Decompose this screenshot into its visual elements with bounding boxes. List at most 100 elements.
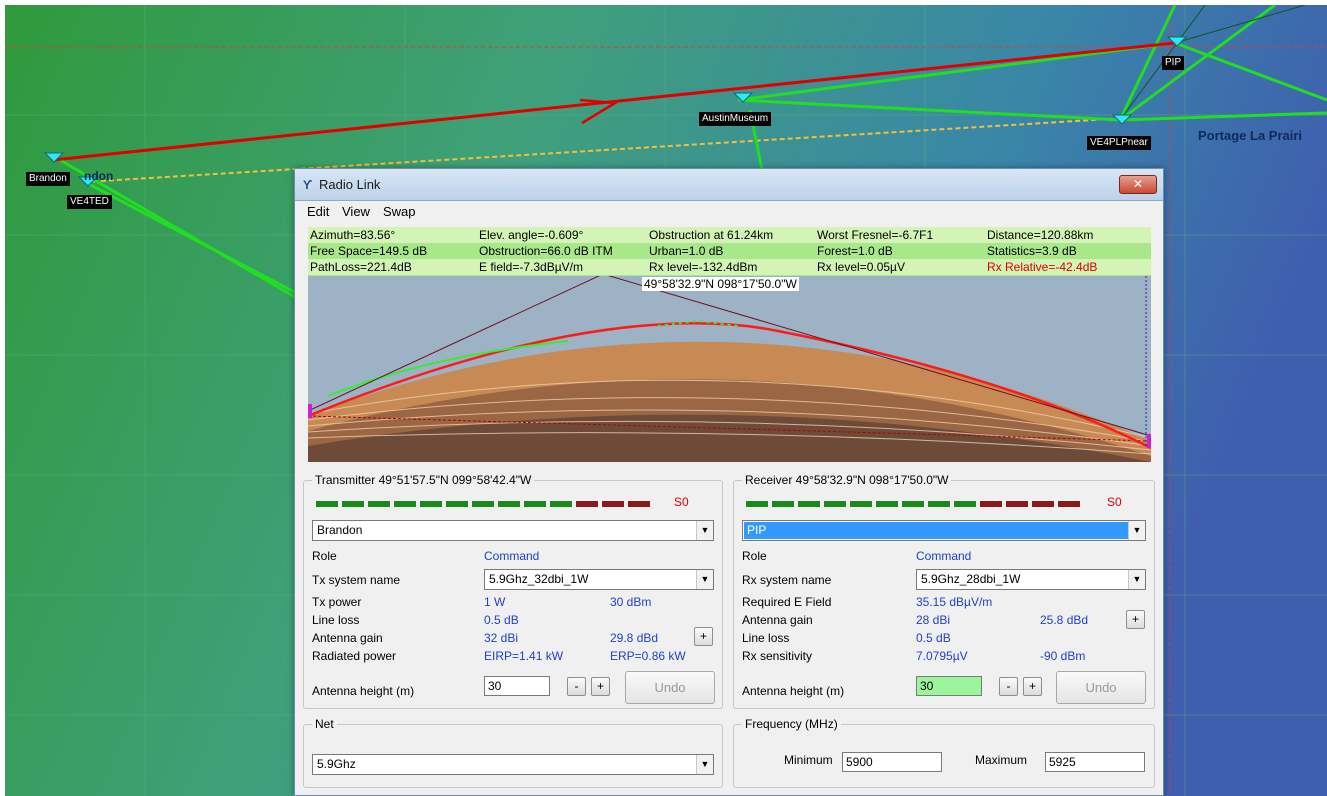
radio-link-icon: ϒ bbox=[303, 178, 313, 192]
tx-power-dbm: 30 dBm bbox=[610, 595, 652, 609]
distance: Distance=120.88km bbox=[987, 228, 1094, 242]
elev-angle: Elev. angle=-0.609° bbox=[479, 228, 584, 242]
tx-power-label: Tx power bbox=[312, 595, 362, 609]
peak-coordinate: 49°58'32.9"N 098°17'50.0"W bbox=[642, 277, 799, 291]
rx-level-dbm: Rx level=-132.4dBm bbox=[649, 260, 758, 274]
tx-signal-meter bbox=[316, 501, 650, 507]
tx-s-level: S0 bbox=[674, 495, 689, 509]
frequency-max-input[interactable]: 5925 bbox=[1045, 752, 1145, 772]
chevron-down-icon: ▼ bbox=[1128, 521, 1145, 540]
tx-radiated-label: Radiated power bbox=[312, 649, 397, 663]
rx-role-label: Role bbox=[742, 549, 767, 563]
rx-efield-value: 35.15 dBµV/m bbox=[916, 595, 993, 609]
ve4ted-label: VE4TED bbox=[67, 195, 112, 209]
obstruction-at: Obstruction at 61.24km bbox=[649, 228, 774, 242]
rx-line-loss: 0.5 dB bbox=[916, 631, 951, 645]
tx-system-label: Tx system name bbox=[312, 573, 401, 587]
tx-erp: ERP=0.86 kW bbox=[610, 649, 686, 663]
receiver-group: Receiver 49°58'32.9"N 098°17'50.0"W S0 P… bbox=[733, 473, 1155, 709]
tx-system-select[interactable]: 5.9Ghz_32dbi_1W ▼ bbox=[484, 569, 714, 590]
tx-height-label: Antenna height (m) bbox=[312, 684, 415, 698]
rx-gain-dbd: 25.8 dBd bbox=[1040, 613, 1089, 627]
tx-height-input[interactable]: 30 bbox=[484, 676, 550, 696]
tx-line-loss-label: Line loss bbox=[312, 613, 360, 627]
tx-gain-label: Antenna gain bbox=[312, 631, 383, 645]
rx-gain-dbi: 28 dBi bbox=[916, 613, 951, 627]
obstruction-loss: Obstruction=66.0 dB ITM bbox=[479, 244, 613, 258]
transmitter-legend: Transmitter 49°51'57.5"N 099°58'42.4"W bbox=[312, 473, 535, 487]
rx-signal-meter bbox=[746, 501, 1080, 507]
net-select[interactable]: 5.9Ghz ▼ bbox=[312, 754, 714, 775]
portage-city-label: Portage La Prairi bbox=[1198, 128, 1303, 143]
austin-museum-label: AustinMuseum bbox=[699, 112, 772, 126]
tx-height-plus-button[interactable]: + bbox=[591, 677, 610, 696]
frequency-legend: Frequency (MHz) bbox=[742, 717, 841, 731]
rx-sens-uv: 7.0795µV bbox=[916, 649, 968, 663]
stats-row: Azimuth=83.56° Elev. angle=-0.609° Obstr… bbox=[308, 227, 1151, 243]
ve4plpnear-label: VE4PLPnear bbox=[1087, 136, 1151, 150]
transmitter-group: Transmitter 49°51'57.5"N 099°58'42.4"W S… bbox=[303, 473, 723, 709]
chevron-down-icon: ▼ bbox=[696, 521, 713, 540]
menu-bar: Edit View Swap bbox=[295, 201, 1163, 223]
statistics-loss: Statistics=3.9 dB bbox=[987, 244, 1077, 258]
menu-view[interactable]: View bbox=[342, 204, 370, 219]
rx-role-value: Command bbox=[916, 549, 972, 563]
stats-row: Free Space=149.5 dB Obstruction=66.0 dB … bbox=[308, 243, 1151, 259]
chevron-down-icon: ▼ bbox=[696, 755, 713, 774]
path-loss: PathLoss=221.4dB bbox=[310, 260, 412, 274]
tx-gain-plus-button[interactable]: + bbox=[694, 627, 713, 646]
link-statistics: Azimuth=83.56° Elev. angle=-0.609° Obstr… bbox=[308, 227, 1151, 276]
e-field: E field=-7.3dBµV/m bbox=[479, 260, 583, 274]
receiver-legend: Receiver 49°58'32.9"N 098°17'50.0"W bbox=[742, 473, 952, 487]
urban-loss: Urban=1.0 dB bbox=[649, 244, 724, 258]
menu-swap[interactable]: Swap bbox=[383, 204, 416, 219]
rx-sens-label: Rx sensitivity bbox=[742, 649, 813, 663]
tx-role-value: Command bbox=[484, 549, 540, 563]
tx-role-label: Role bbox=[312, 549, 337, 563]
forest-loss: Forest=1.0 dB bbox=[817, 244, 893, 258]
tx-power-w: 1 W bbox=[484, 595, 506, 609]
rx-station-select[interactable]: PIP ▼ bbox=[742, 520, 1146, 541]
net-legend: Net bbox=[312, 717, 337, 731]
close-icon: ✕ bbox=[1132, 177, 1144, 191]
title-bar[interactable]: ϒ Radio Link ✕ bbox=[295, 169, 1163, 201]
frequency-max-label: Maximum bbox=[975, 753, 1028, 767]
dialog-title: Radio Link bbox=[319, 177, 381, 192]
rx-line-loss-label: Line loss bbox=[742, 631, 790, 645]
tx-gain-dbi: 32 dBi bbox=[484, 631, 519, 645]
radio-link-dialog: ϒ Radio Link ✕ Edit View Swap Azimuth=83… bbox=[294, 168, 1164, 796]
rx-height-input[interactable]: 30 bbox=[916, 676, 982, 696]
chevron-down-icon: ▼ bbox=[696, 570, 713, 589]
tx-gain-dbd: 29.8 dBd bbox=[610, 631, 659, 645]
terrain-profile-graph bbox=[308, 276, 1151, 462]
rx-relative: Rx Relative=-42.4dB bbox=[987, 260, 1098, 274]
menu-edit[interactable]: Edit bbox=[307, 204, 330, 219]
rx-gain-plus-button[interactable]: + bbox=[1126, 610, 1145, 629]
tx-eirp: EIRP=1.41 kW bbox=[484, 649, 564, 663]
rx-system-label: Rx system name bbox=[742, 573, 832, 587]
tx-undo-button[interactable]: Undo bbox=[625, 671, 715, 704]
rx-height-plus-button[interactable]: + bbox=[1023, 677, 1042, 696]
brandon-label: Brandon bbox=[26, 172, 70, 186]
chevron-down-icon: ▼ bbox=[1128, 570, 1145, 589]
worst-fresnel: Worst Fresnel=-6.7F1 bbox=[817, 228, 934, 242]
frequency-min-label: Minimum bbox=[784, 753, 833, 767]
free-space: Free Space=149.5 dB bbox=[310, 244, 428, 258]
rx-efield-label: Required E Field bbox=[742, 595, 832, 609]
net-group: Net 5.9Ghz ▼ bbox=[303, 717, 723, 788]
rx-s-level: S0 bbox=[1107, 495, 1122, 509]
tx-station-select[interactable]: Brandon ▼ bbox=[312, 520, 714, 541]
rx-level-uv: Rx level=0.05µV bbox=[817, 260, 905, 274]
stats-row: PathLoss=221.4dB E field=-7.3dBµV/m Rx l… bbox=[308, 259, 1151, 275]
rx-undo-button[interactable]: Undo bbox=[1056, 671, 1146, 704]
frequency-group: Frequency (MHz) Minimum 5900 Maximum 592… bbox=[733, 717, 1155, 788]
close-button[interactable]: ✕ bbox=[1119, 175, 1157, 194]
terrain-profile[interactable]: 49°58'32.9"N 098°17'50.0"W bbox=[308, 276, 1151, 462]
rx-system-select[interactable]: 5.9Ghz_28dbi_1W ▼ bbox=[916, 569, 1146, 590]
rx-sens-dbm: -90 dBm bbox=[1040, 649, 1086, 663]
brandon-city-label: ndon bbox=[84, 169, 114, 183]
rx-height-minus-button[interactable]: - bbox=[999, 677, 1018, 696]
tx-height-minus-button[interactable]: - bbox=[567, 677, 586, 696]
azimuth: Azimuth=83.56° bbox=[310, 228, 396, 242]
frequency-min-input[interactable]: 5900 bbox=[842, 752, 942, 772]
